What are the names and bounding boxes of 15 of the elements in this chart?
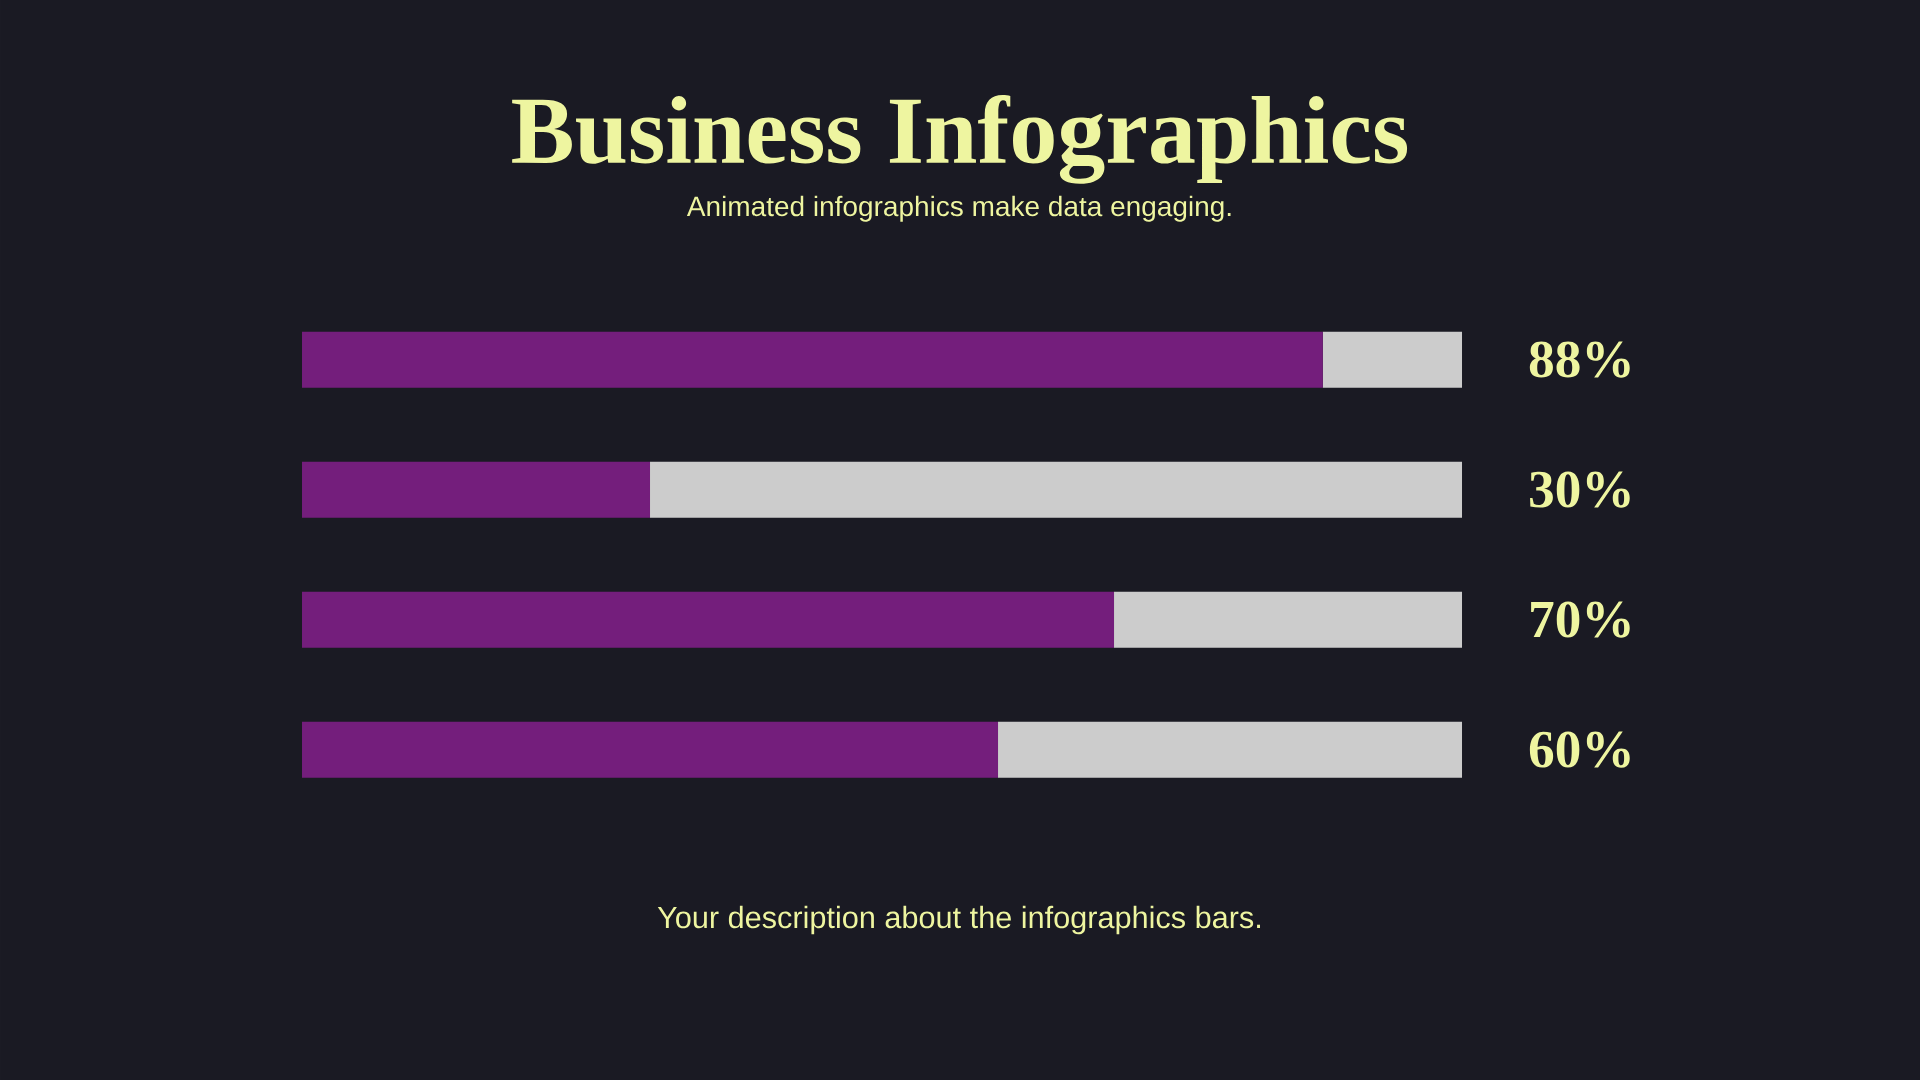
data-label: 60% xyxy=(1529,731,1630,768)
text: Your description about the infographics bars. xyxy=(657,905,1260,935)
bar xyxy=(302,591,1115,648)
data-label: 30% xyxy=(1530,471,1630,508)
data-label: 70% xyxy=(1531,601,1630,638)
bar xyxy=(302,461,651,518)
bar xyxy=(302,721,999,778)
bar xyxy=(650,461,1463,518)
bar xyxy=(1322,331,1463,388)
bar xyxy=(302,331,1323,388)
data-label: 88% xyxy=(1529,341,1630,378)
bar xyxy=(1114,591,1463,648)
chart-subtitle: Animated infographics make data engaging. xyxy=(686,195,1231,222)
bar xyxy=(998,721,1463,778)
chart-title: Business Infographics xyxy=(512,95,1408,184)
